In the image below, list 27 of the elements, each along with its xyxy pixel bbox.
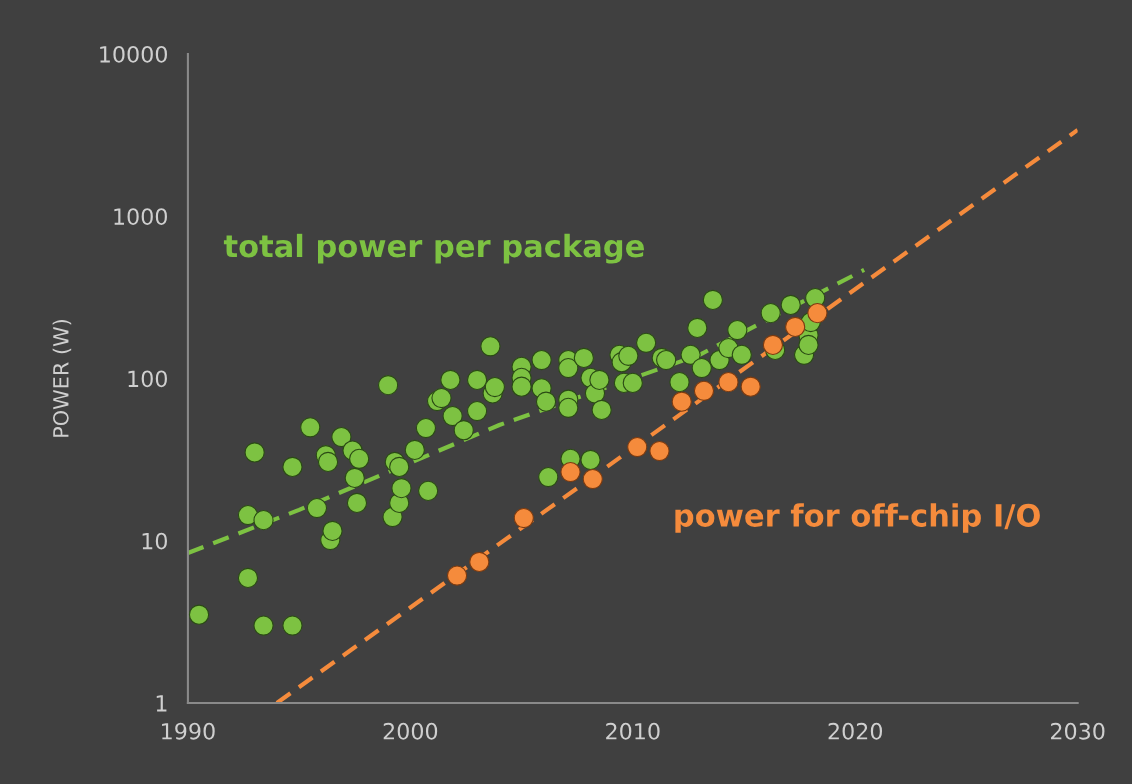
x-tick-label: 2010 bbox=[606, 722, 660, 740]
x-tick-label: 2030 bbox=[1051, 722, 1105, 740]
point bbox=[627, 436, 648, 458]
point bbox=[671, 391, 692, 412]
series-label: power for off-chip I/O bbox=[675, 503, 1040, 533]
point bbox=[762, 334, 784, 356]
point bbox=[513, 507, 534, 529]
point bbox=[807, 302, 828, 324]
y-tick-label: 1 bbox=[156, 695, 167, 712]
y-tick-label: 10 bbox=[142, 532, 167, 550]
y-tick-label: 10000 bbox=[100, 45, 167, 63]
point bbox=[718, 372, 739, 393]
point bbox=[740, 376, 761, 397]
y-tick-label: 1000 bbox=[114, 208, 167, 226]
point bbox=[469, 551, 490, 573]
point bbox=[649, 440, 670, 462]
text: total power per package bbox=[223, 233, 644, 264]
point bbox=[446, 565, 468, 586]
x-tick-label: 2020 bbox=[828, 722, 883, 740]
point bbox=[693, 380, 715, 401]
y-axis-title: POWER (W) bbox=[52, 319, 72, 437]
x-tick-label: 2000 bbox=[383, 722, 438, 740]
x-tick-label: 1990 bbox=[162, 722, 215, 740]
point bbox=[560, 461, 581, 483]
y-tick-label: 100 bbox=[128, 370, 167, 388]
point bbox=[582, 468, 603, 490]
point bbox=[785, 316, 806, 338]
